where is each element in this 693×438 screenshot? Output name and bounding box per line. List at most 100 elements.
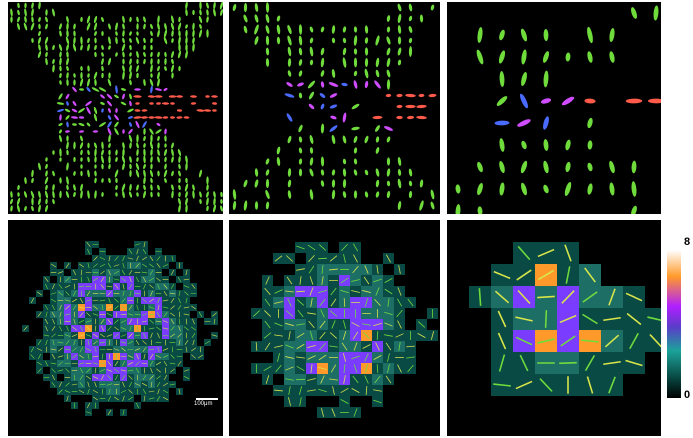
orientation-glyph xyxy=(86,87,91,92)
fiber-line xyxy=(170,283,175,290)
fiber-line xyxy=(170,319,175,324)
fiber-line xyxy=(307,389,316,392)
orientation-glyph xyxy=(331,189,336,200)
fiber-line xyxy=(430,331,435,340)
fiber-line xyxy=(50,263,57,268)
orientation-glyph xyxy=(101,58,104,65)
fiber-line xyxy=(51,311,56,318)
glyph-panel-mid-zoom xyxy=(229,2,440,214)
fiber-line xyxy=(64,348,71,351)
fiber-line xyxy=(515,316,533,322)
orientation-glyph xyxy=(157,15,160,24)
orientation-glyph xyxy=(31,177,34,184)
orientation-glyph xyxy=(320,123,325,134)
fiber-line xyxy=(149,269,154,276)
orientation-glyph xyxy=(171,72,174,79)
fiber-line xyxy=(150,339,153,346)
orientation-glyph xyxy=(455,204,461,214)
fiber-line xyxy=(92,389,99,394)
fiber-line xyxy=(149,375,154,380)
fiber-line xyxy=(198,311,203,318)
fiber-line xyxy=(373,278,382,283)
fiber-line xyxy=(148,390,155,393)
orientation-glyph xyxy=(66,101,69,106)
orientation-glyph xyxy=(101,178,104,183)
orientation-glyph xyxy=(163,148,168,157)
fiber-line xyxy=(319,320,326,329)
cell-group xyxy=(251,242,438,418)
fiber-line xyxy=(299,276,302,285)
fiber-line xyxy=(363,332,370,339)
orientation-glyph xyxy=(44,36,49,45)
orientation-glyph xyxy=(59,157,62,162)
orientation-glyph xyxy=(31,205,34,212)
fiber-line xyxy=(114,360,119,367)
fiber-line xyxy=(396,309,403,318)
orientation-glyph xyxy=(342,158,347,165)
orientation-glyph xyxy=(625,98,643,104)
orientation-glyph xyxy=(86,122,91,127)
orientation-glyph xyxy=(73,23,76,30)
orientation-glyph xyxy=(428,93,437,98)
orientation-glyph xyxy=(80,66,83,71)
orientation-glyph xyxy=(87,37,90,44)
orientation-glyph xyxy=(31,8,34,17)
fiber-line xyxy=(107,291,112,296)
orientation-glyph xyxy=(80,190,83,199)
fiber-line xyxy=(285,322,294,327)
orientation-glyph xyxy=(254,36,259,45)
orientation-glyph xyxy=(24,16,27,23)
fiber-line xyxy=(44,277,49,282)
fiber-line xyxy=(406,356,415,359)
orientation-glyph xyxy=(136,192,139,197)
orientation-glyph xyxy=(80,135,83,142)
orientation-glyph xyxy=(24,206,27,211)
orientation-glyph xyxy=(136,31,139,36)
fiber-line xyxy=(625,292,643,302)
orientation-glyph xyxy=(386,15,391,22)
scale-bar-line xyxy=(196,398,218,400)
orientation-glyph xyxy=(157,51,160,58)
orientation-glyph xyxy=(52,44,55,51)
fiber-line xyxy=(65,340,70,345)
fiber-line xyxy=(72,326,77,331)
orientation-glyph xyxy=(543,160,549,174)
orientation-glyph xyxy=(107,115,112,120)
orientation-glyph xyxy=(85,101,92,106)
fiber-line xyxy=(264,287,271,296)
orientation-glyph xyxy=(78,108,85,113)
orientation-glyph xyxy=(143,128,146,135)
orientation-glyph xyxy=(101,65,104,72)
orientation-glyph xyxy=(520,160,528,174)
fiber-line xyxy=(58,381,63,388)
fiber-line xyxy=(362,323,371,326)
orientation-glyph xyxy=(178,177,181,184)
orientation-glyph xyxy=(364,135,369,144)
orientation-glyph xyxy=(219,2,223,10)
orientation-glyph xyxy=(52,8,55,17)
orientation-glyph xyxy=(164,57,167,66)
fiber-line xyxy=(149,263,154,268)
orientation-glyph xyxy=(115,36,118,45)
orientation-glyph xyxy=(419,179,424,188)
fiber-line xyxy=(330,287,337,296)
orientation-glyph xyxy=(149,141,154,150)
fiber-line xyxy=(603,360,621,366)
fiber-line xyxy=(343,320,346,329)
orientation-glyph xyxy=(128,191,133,198)
orientation-glyph xyxy=(150,156,153,163)
fiber-line xyxy=(586,376,594,394)
orientation-glyph xyxy=(185,29,188,38)
fiber-line xyxy=(143,332,146,339)
fiber-line xyxy=(150,367,153,374)
orientation-glyph xyxy=(196,109,205,112)
fiber-line xyxy=(136,304,139,311)
fiber-line xyxy=(43,334,50,337)
orientation-glyph xyxy=(101,108,104,113)
fiber-line xyxy=(92,355,99,358)
fiber-line xyxy=(156,381,161,388)
orientation-glyph xyxy=(265,189,270,200)
fiber-line xyxy=(79,325,84,332)
orientation-glyph xyxy=(136,184,139,191)
fiber-line xyxy=(307,244,316,251)
